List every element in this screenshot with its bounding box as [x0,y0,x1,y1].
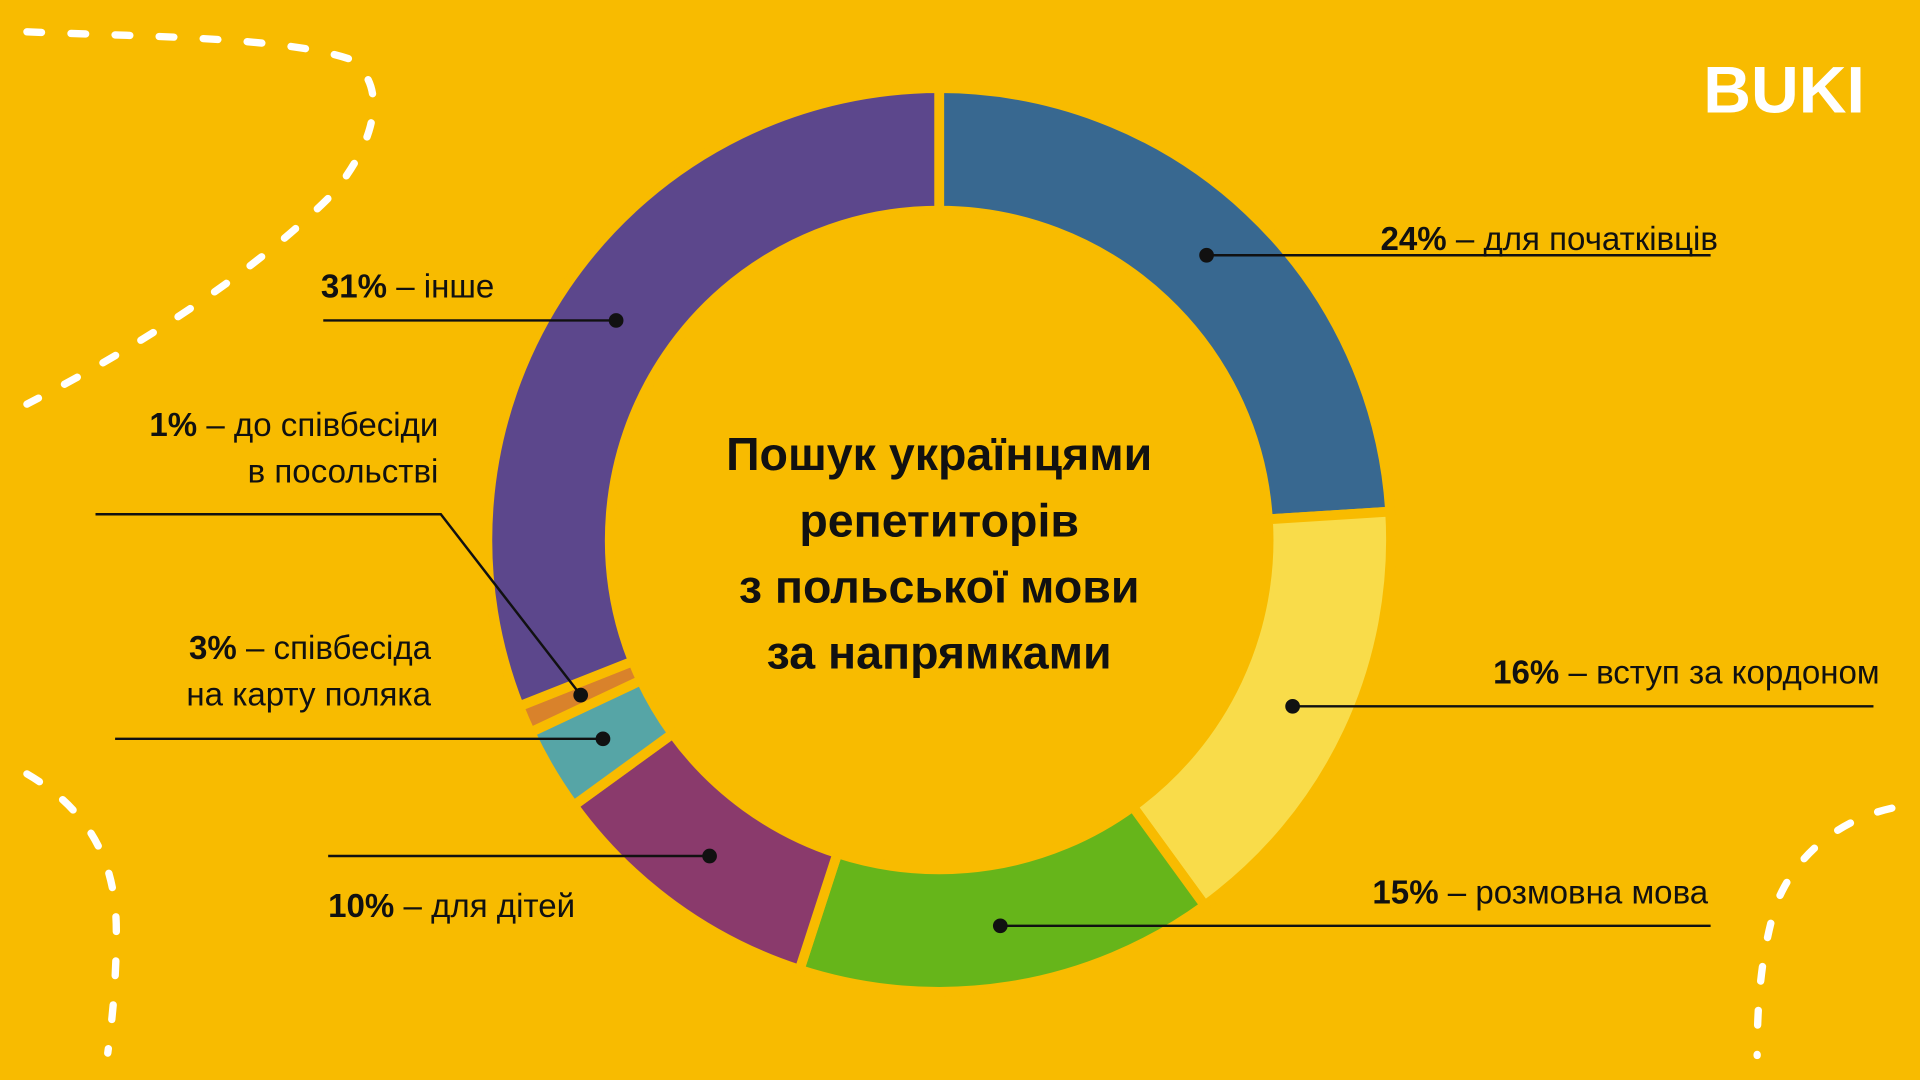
leaders [95,247,1874,934]
category-label: – вступ за кордоном [1568,653,1880,691]
donut [482,83,1396,997]
category-label: – для дітей [403,887,576,925]
label-box: 24% – для початківців [861,216,1718,263]
leader-dot [595,731,611,747]
donut-segment [934,83,1396,525]
chart-title: Пошук українцями репетиторів з польської… [726,429,1153,680]
data-label: 31% – інше [321,263,1178,310]
leader-dot [1199,247,1214,263]
leader-dot [992,918,1008,934]
label-box: 31% – інше [321,263,1178,310]
label-box: 15% – розмовна мова [851,869,1708,916]
value-label: 16% [1493,653,1560,691]
value-label: 10% [328,887,395,925]
leader-dot [702,848,717,864]
category-label: – співбесіда на карту поляка [186,629,432,713]
category-label: – розмовна мова [1447,874,1709,912]
logo: BUKI [1703,54,1865,128]
label-box: 10% – для дітей [328,883,1185,930]
category-label: – до співбесіди в посольстві [206,406,439,490]
data-label: 10% – для дітей [328,883,1185,930]
category-label: – для початківців [1455,220,1718,258]
value-label: 31% [320,268,387,305]
value-label: 15% [1372,874,1439,912]
leader-line [95,513,582,696]
value-label: 24% [1380,220,1447,258]
dashed-curve [1753,804,1896,1060]
category-label: – інше [396,268,495,305]
data-label: 1% – до співбесіди в посольстві [0,402,438,495]
data-label: 24% – для початківців [861,216,1718,263]
donut-segment [482,83,945,713]
label-box: 3% – співбесіда на карту поляка [0,624,431,717]
leader-dot [608,313,624,328]
decoration [23,28,1896,1060]
leader-dot [1285,698,1300,714]
title-box: Пошук українцями репетиторів з польської… [726,429,1153,680]
data-label: 15% – розмовна мова [851,869,1708,916]
label-box: 1% – до співбесіди в посольстві [0,402,438,495]
dashed-curve [23,28,377,408]
value-label: 1% [149,406,198,444]
data-label: 16% – вступ за кордоном [1022,649,1879,696]
dashed-curve [23,770,121,1057]
data-label: 3% – співбесіда на карту поляка [0,624,431,717]
leader-dot [573,687,589,703]
value-label: 3% [188,629,237,667]
label-box: 16% – вступ за кордоном [1022,649,1879,696]
